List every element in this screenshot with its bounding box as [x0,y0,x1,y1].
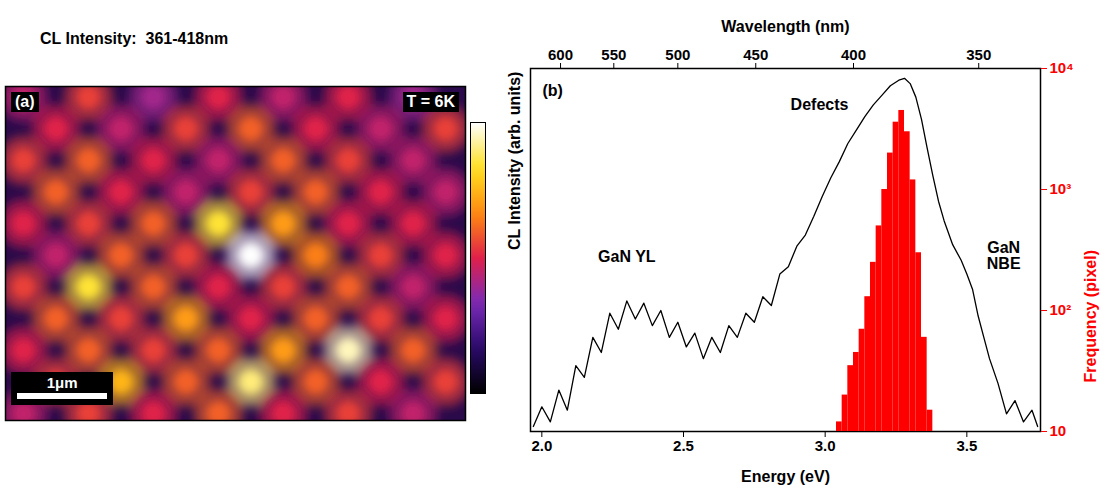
svg-text:Frequency (pixel): Frequency (pixel) [1082,250,1099,382]
svg-text:Energy (eV): Energy (eV) [741,468,830,485]
svg-text:450: 450 [743,46,768,63]
svg-text:GaNNBE: GaNNBE [987,239,1021,272]
svg-text:3.0: 3.0 [815,437,836,454]
svg-text:400: 400 [841,46,866,63]
svg-text:3.5: 3.5 [956,437,977,454]
svg-text:550: 550 [601,46,626,63]
svg-text:350: 350 [966,46,991,63]
html-text:(a): (a) [15,93,35,110]
svg-text:Wavelength (nm): Wavelength (nm) [721,18,849,35]
svg-text:CL Intensity (arb. units): CL Intensity (arb. units) [506,72,523,250]
svg-text:Defects: Defects [791,96,849,113]
svg-text:600: 600 [548,46,573,63]
svg-text:10: 10 [1050,422,1067,439]
svg-text:10²: 10² [1050,301,1072,318]
html-text:CL Intensity: 361-418nm: CL Intensity: 361-418nm [40,30,229,47]
svg-text:2.5: 2.5 [673,437,694,454]
html-text:1μm: 1μm [46,374,78,391]
svg-text:GaN YL: GaN YL [598,248,656,265]
svg-text:2.0: 2.0 [531,437,552,454]
html-text:T = 6K: T = 6K [406,93,455,110]
svg-text:500: 500 [665,46,690,63]
svg-text:10⁴: 10⁴ [1050,59,1074,76]
svg-text:10³: 10³ [1050,180,1072,197]
svg-text:(b): (b) [543,82,563,99]
